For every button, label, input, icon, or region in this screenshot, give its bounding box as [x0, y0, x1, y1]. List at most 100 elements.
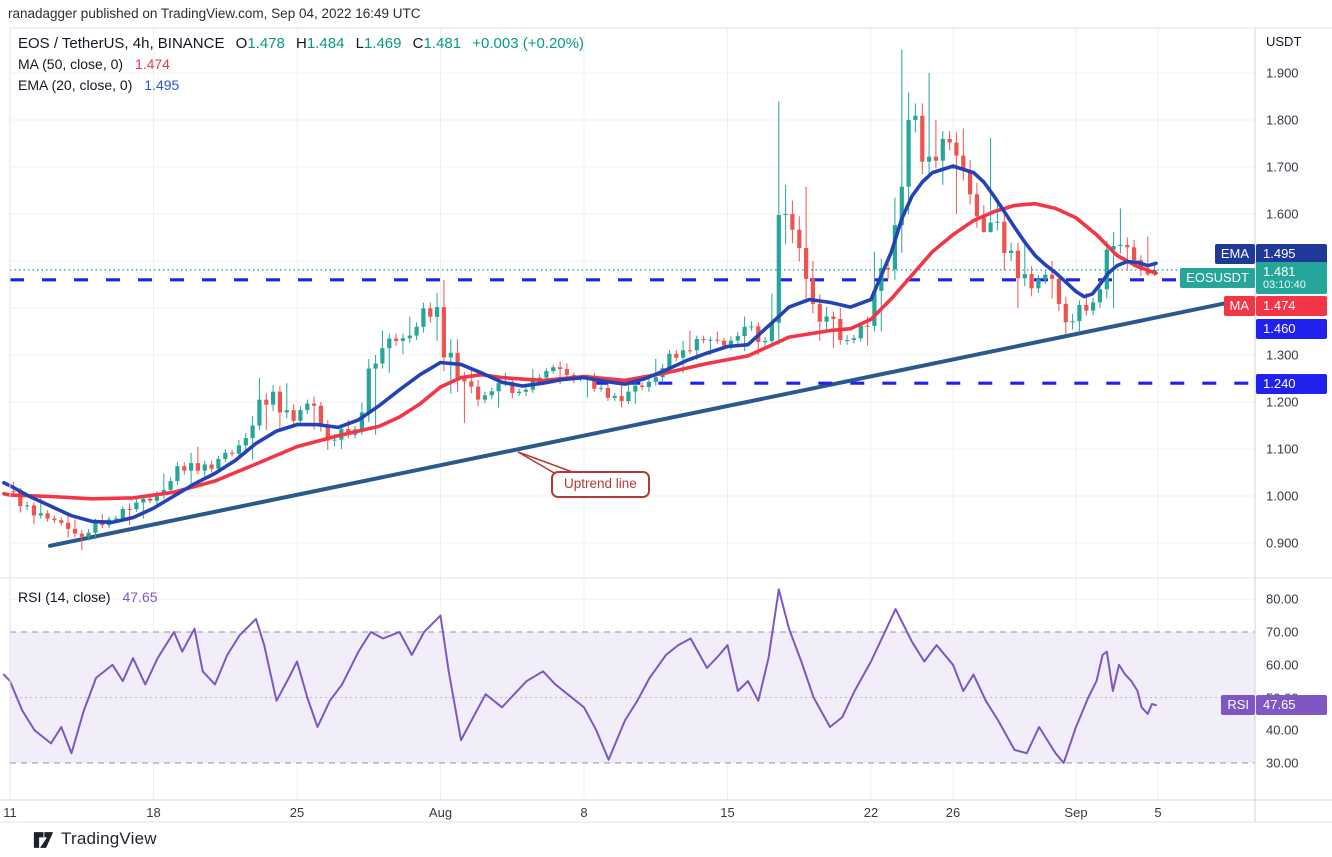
candle: [476, 386, 481, 400]
price-tick: 1.800: [1266, 112, 1299, 128]
candle: [920, 115, 925, 162]
candle: [1002, 221, 1007, 253]
uptrend-line-callout[interactable]: Uptrend line: [551, 471, 650, 498]
candle: [1063, 303, 1068, 323]
open-label: O: [235, 35, 248, 52]
candle: [728, 340, 733, 346]
candle: [722, 340, 727, 346]
candle: [599, 387, 604, 389]
tradingview-brand[interactable]: TradingView: [33, 829, 157, 849]
price-tick: 1.000: [1266, 488, 1299, 504]
ma-label: MA (50, close, 0): [18, 56, 124, 72]
candle: [113, 518, 118, 520]
candle: [517, 391, 522, 393]
candle: [318, 405, 323, 426]
candle: [715, 339, 720, 341]
candle: [954, 142, 959, 156]
rsi-value: 47.65: [122, 589, 158, 605]
candle: [230, 452, 235, 454]
candle: [1022, 274, 1027, 279]
candle: [79, 533, 84, 537]
candle: [592, 377, 597, 389]
ema-row[interactable]: EMA (20, close, 0) 1.495: [18, 75, 584, 96]
rsi-legend[interactable]: RSI (14, close) 47.65: [18, 589, 158, 605]
candle: [216, 459, 221, 469]
candle: [223, 452, 228, 459]
candle: [886, 268, 891, 270]
last-price-axis-box: 1.481 03:10:40: [1256, 262, 1327, 294]
candle: [763, 340, 768, 343]
candle: [496, 383, 501, 392]
candle: [86, 532, 91, 537]
candle: [735, 336, 740, 341]
candle: [995, 221, 1000, 223]
candle: [523, 389, 528, 392]
candle: [681, 350, 686, 358]
candle: [148, 498, 153, 501]
candle: [202, 464, 207, 471]
candle: [182, 466, 187, 471]
candle: [804, 248, 809, 279]
candle: [947, 138, 952, 143]
ma-axis-value: 1.474: [1256, 296, 1327, 316]
candle: [619, 395, 624, 402]
time-label: 26: [945, 805, 961, 820]
candle: [961, 155, 966, 171]
high-label: H: [296, 35, 307, 52]
price-tick: 1.100: [1266, 441, 1299, 457]
candle: [551, 367, 556, 371]
candle: [236, 445, 241, 454]
candle: [1009, 250, 1014, 253]
uptrend-trendline: [48, 296, 1253, 548]
candle: [776, 215, 781, 323]
candle: [154, 494, 159, 501]
ma-row[interactable]: MA (50, close, 0) 1.474: [18, 54, 584, 75]
ma50-line: [2, 201, 1158, 501]
candle: [31, 505, 36, 516]
candle: [380, 348, 385, 364]
candle: [633, 385, 638, 392]
candle: [558, 367, 563, 370]
price-tick: 1.900: [1266, 65, 1299, 81]
bar-countdown: 03:10:40: [1263, 279, 1306, 291]
candle: [394, 338, 399, 341]
candle: [482, 395, 487, 400]
candle: [72, 528, 77, 534]
candle: [168, 481, 173, 490]
time-label: 8: [580, 805, 588, 820]
candle: [612, 395, 617, 398]
candle: [1125, 244, 1130, 248]
candle: [291, 410, 296, 421]
candle: [243, 438, 248, 446]
close-value: 1.481: [423, 35, 462, 52]
ema-axis-value: 1.495: [1256, 244, 1327, 264]
time-label: 18: [146, 805, 161, 820]
candle: [11, 491, 16, 493]
candle: [988, 222, 993, 232]
candle: [1029, 274, 1034, 289]
candle: [687, 350, 692, 352]
level1-axis-value: 1.460: [1256, 319, 1327, 339]
high-value: 1.484: [306, 35, 345, 52]
candle: [93, 521, 98, 533]
price-axis-unit: USDT: [1266, 34, 1302, 49]
candle: [407, 335, 412, 339]
candle: [38, 513, 43, 516]
candle: [366, 368, 371, 413]
candle: [45, 513, 50, 519]
chart-legend[interactable]: EOS / TetherUS, 4h, BINANCE O1.478 H1.48…: [18, 33, 584, 96]
close-label: C: [412, 35, 424, 52]
candle: [701, 339, 706, 341]
price-tick: 1.600: [1266, 206, 1299, 222]
candle: [769, 322, 774, 341]
candle: [141, 498, 146, 503]
candle: [817, 303, 822, 322]
candle: [694, 339, 699, 351]
candle: [359, 412, 364, 430]
ema-axis-tag: EMA: [1214, 244, 1255, 264]
price-tick: 1.200: [1266, 394, 1299, 410]
candle: [195, 463, 200, 471]
candle: [927, 156, 932, 162]
